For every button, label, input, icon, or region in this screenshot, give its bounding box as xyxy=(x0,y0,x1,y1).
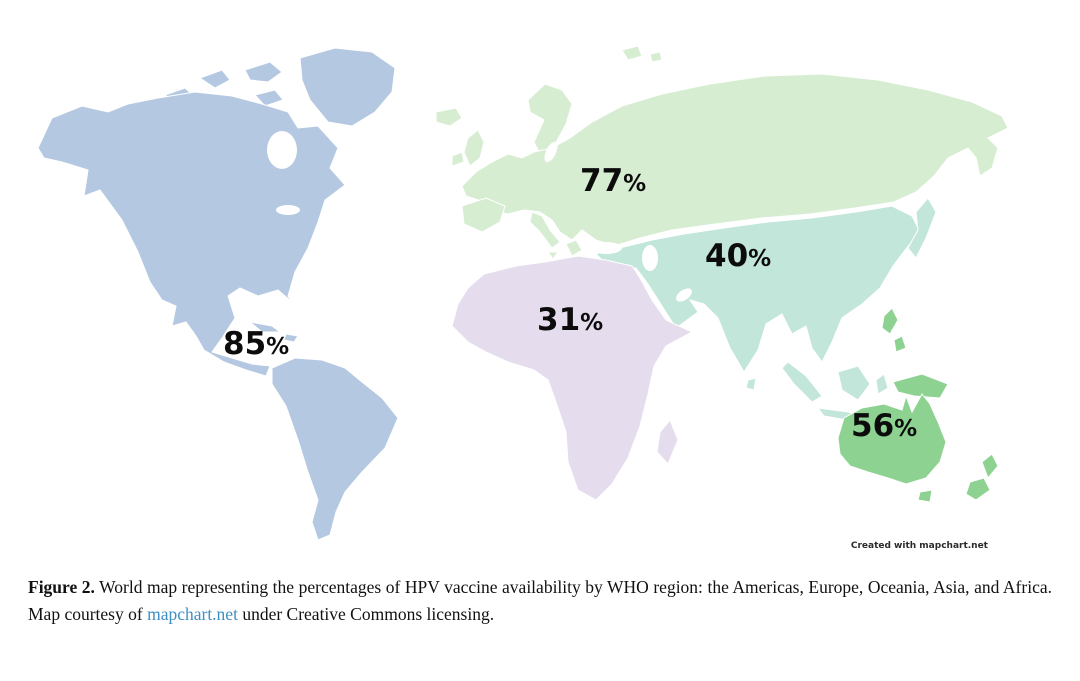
oceania-percent-sign: % xyxy=(894,416,918,442)
asia-value: 40 xyxy=(705,238,749,274)
caption-link-mapchart[interactable]: mapchart.net xyxy=(147,604,238,625)
caption-tail: under Creative Commons licensing. xyxy=(237,604,495,625)
americas-value: 85 xyxy=(223,326,267,362)
inland-water xyxy=(267,131,692,302)
world-map xyxy=(37,45,1009,541)
europe-value: 77 xyxy=(580,163,624,199)
region-americas xyxy=(37,47,399,541)
label-asia-percentage: 40% xyxy=(705,241,771,272)
world-map-figure: 85% 77% 40% 31% 56% Created with mapchar… xyxy=(37,45,1009,551)
map-credit: Created with mapchart.net xyxy=(850,541,988,551)
region-europe xyxy=(435,45,1009,260)
figure-label: Figure 2. xyxy=(28,577,95,597)
region-africa xyxy=(451,255,694,501)
black-sea xyxy=(590,242,622,254)
label-americas-percentage: 85% xyxy=(223,329,289,360)
europe-percent-sign: % xyxy=(623,171,647,197)
label-europe-percentage: 77% xyxy=(580,166,646,197)
figure-caption: Figure 2. World map representing the per… xyxy=(0,560,1080,628)
americas-percent-sign: % xyxy=(266,334,290,360)
africa-percent-sign: % xyxy=(580,310,604,336)
oceania-value: 56 xyxy=(851,408,895,444)
label-oceania-percentage: 56% xyxy=(851,411,917,442)
africa-value: 31 xyxy=(537,302,581,338)
region-oceania xyxy=(837,307,999,503)
region-asia xyxy=(595,197,937,423)
asia-percent-sign: % xyxy=(748,246,772,272)
label-africa-percentage: 31% xyxy=(537,305,603,336)
hudson-bay xyxy=(267,131,297,169)
caspian-sea xyxy=(642,245,658,271)
baltic-sea xyxy=(544,141,558,163)
great-lakes xyxy=(276,205,300,215)
persian-gulf xyxy=(676,288,692,302)
caption-text: World map representing the percentages o… xyxy=(28,577,1052,625)
